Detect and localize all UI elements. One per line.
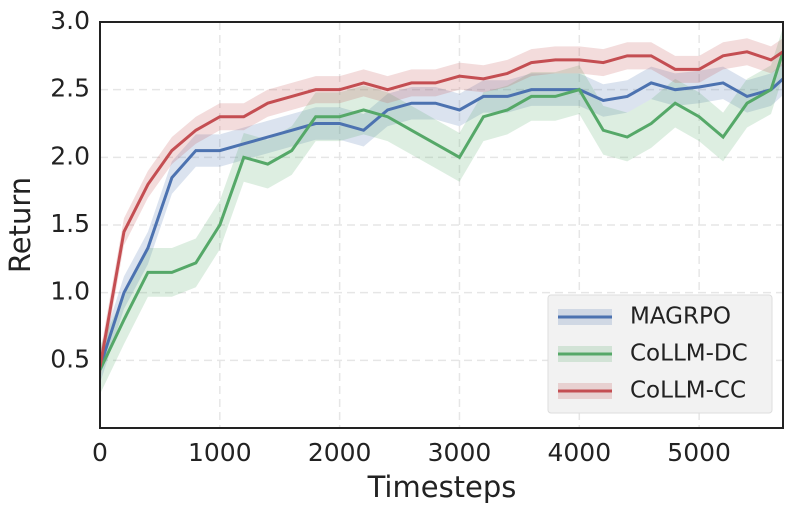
y-tick-label: 1.0 xyxy=(50,277,90,306)
line xyxy=(100,50,783,368)
error-band xyxy=(100,27,783,395)
y-tick-label: 0.5 xyxy=(50,344,90,373)
legend-label: MAGRPO xyxy=(630,304,731,330)
y-tick-label: 2.5 xyxy=(50,74,90,103)
x-axis-label: Timesteps xyxy=(367,470,517,504)
line xyxy=(100,51,783,371)
error-band xyxy=(100,62,783,384)
x-tick-label: 5000 xyxy=(667,438,731,467)
legend-label: CoLLM-DC xyxy=(630,341,748,367)
x-tick-label: 0 xyxy=(92,438,108,467)
y-tick-label: 2.0 xyxy=(50,141,90,170)
error-band xyxy=(100,38,783,381)
x-tick-label: 3000 xyxy=(428,438,492,467)
y-tick-label: 1.5 xyxy=(50,209,90,238)
x-tick-label: 2000 xyxy=(308,438,372,467)
x-tick-label: 1000 xyxy=(188,438,252,467)
line xyxy=(100,77,783,368)
y-tick-label: 3.0 xyxy=(50,6,90,35)
legend-label: CoLLM-CC xyxy=(630,378,746,404)
legend: MAGRPO CoLLM-DC CoLLM-CC xyxy=(547,294,773,414)
plot-border xyxy=(99,21,784,429)
y-axis-label: Return xyxy=(3,177,37,273)
plot-area xyxy=(100,27,783,395)
legend-box xyxy=(547,294,773,414)
x-tick-label: 4000 xyxy=(547,438,611,467)
